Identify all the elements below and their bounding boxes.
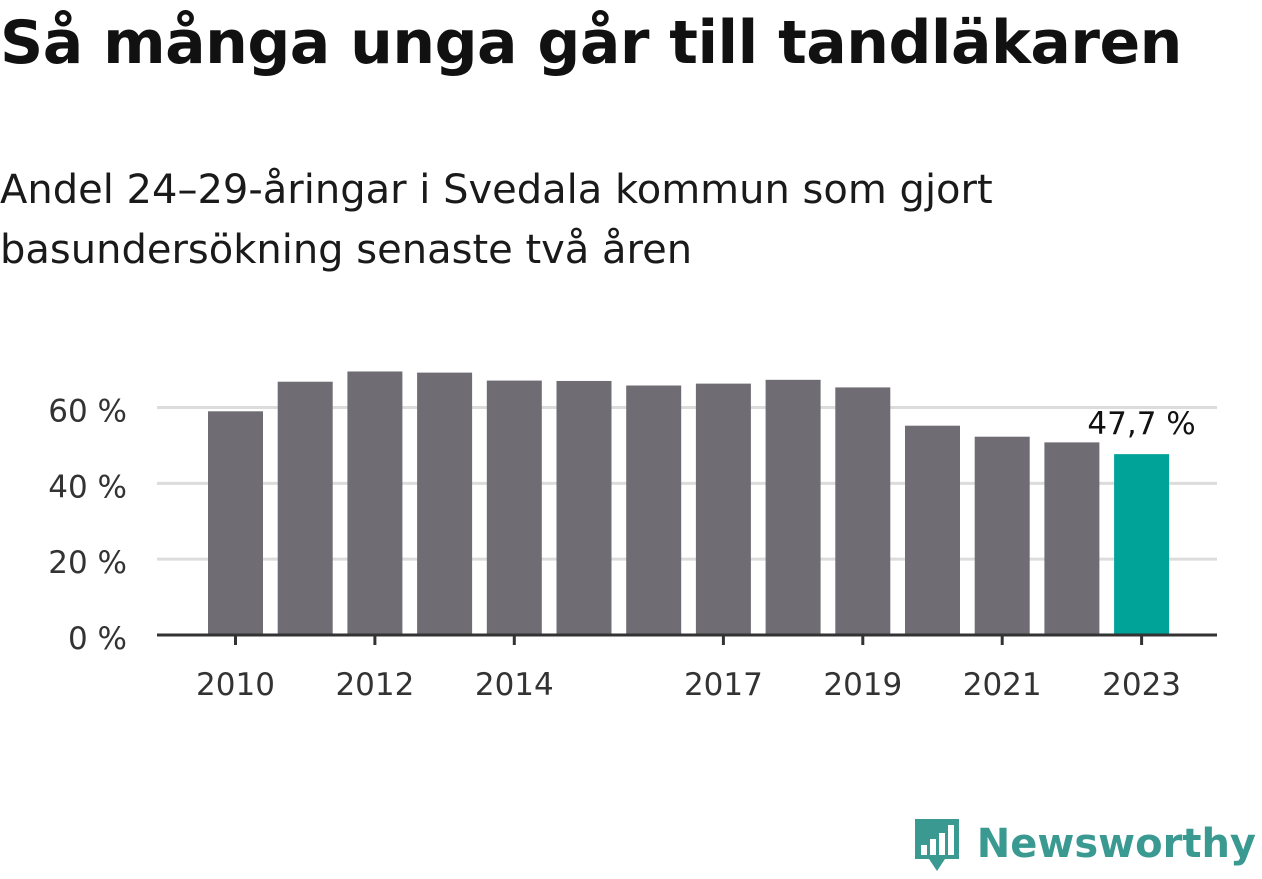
bar-2013: [417, 372, 473, 635]
y-axis-tick-labels: 0 % 20 % 40 % 60 %: [48, 394, 127, 658]
newsworthy-logo-icon: [914, 819, 959, 871]
x-tick-label: 2023: [1102, 667, 1181, 703]
x-tick-label: 2019: [823, 667, 902, 703]
y-tick-label: 40 %: [48, 469, 127, 505]
x-tick-label: 2017: [684, 667, 763, 703]
bar-2010: [208, 411, 263, 635]
chart-subtitle: Andel 24–29-åringar i Svedala kommun som…: [0, 167, 993, 273]
bar-2022: [1044, 442, 1100, 635]
bar-2019: [835, 387, 891, 635]
x-tick-label: 2021: [963, 667, 1042, 703]
bar-2016: [626, 385, 682, 635]
bar-2018: [765, 379, 821, 635]
bar-2021: [974, 436, 1030, 635]
bar-2015: [556, 380, 612, 635]
bar-2014: [486, 380, 542, 635]
y-tick-label: 60 %: [48, 394, 127, 430]
x-tick-label: 2010: [196, 667, 275, 703]
newsworthy-brand[interactable]: Newsworthy: [911, 815, 1256, 873]
bars: [157, 371, 1217, 637]
x-axis-tick-labels: 2010 2012 2014 2017 2019 2021 2023: [196, 635, 1181, 703]
bar-2020: [905, 425, 960, 635]
bar-2023: [1114, 454, 1170, 635]
bar-data-label: 47,7 %: [1087, 406, 1195, 442]
gridlines: [157, 406, 1217, 561]
data-labels: 47,7 %: [1087, 406, 1195, 442]
x-tick-label: 2014: [475, 667, 554, 703]
bar-2012: [347, 371, 403, 635]
bar-2011: [277, 381, 333, 635]
brand-name: Newsworthy: [976, 821, 1256, 867]
y-tick-label: 20 %: [48, 545, 127, 581]
chart-title: Så många unga går till tandläkaren: [0, 8, 1182, 78]
y-tick-label: 0 %: [68, 621, 127, 657]
bar-2017: [695, 383, 751, 635]
x-tick-label: 2012: [335, 667, 414, 703]
